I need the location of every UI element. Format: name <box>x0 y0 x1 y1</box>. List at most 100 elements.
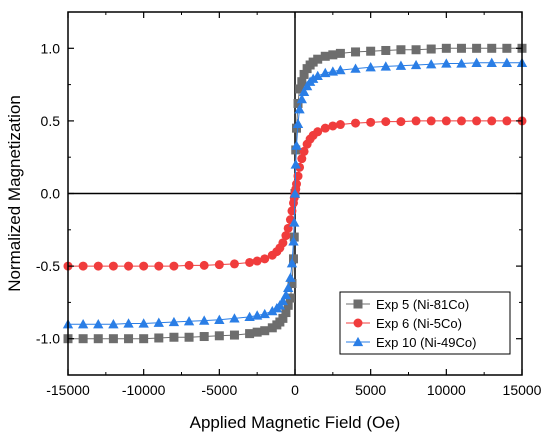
data-point <box>320 51 330 61</box>
data-point <box>251 310 263 320</box>
data-point <box>229 259 239 269</box>
data-point <box>291 140 302 150</box>
data-point <box>285 293 295 303</box>
tick-labels: -15000 -10000 -5000 0 5000 10000 15000 -1.0 -0.5… <box>36 40 542 398</box>
data-point <box>365 62 376 72</box>
data-point <box>252 256 262 266</box>
data-point <box>426 44 436 54</box>
data-point <box>153 317 164 327</box>
data-point <box>351 47 361 57</box>
data-point <box>351 118 361 128</box>
data-point <box>169 261 179 271</box>
ticks <box>67 11 523 376</box>
data-point <box>487 43 497 53</box>
data-point <box>285 272 296 282</box>
data-point <box>287 206 297 216</box>
data-point <box>472 116 482 126</box>
data-point <box>169 332 179 342</box>
data-point <box>328 121 338 131</box>
data-point <box>184 260 194 270</box>
data-point <box>278 313 288 323</box>
data-point <box>299 146 309 156</box>
data-point <box>245 329 255 339</box>
y-tick-label: 0.5 <box>41 113 61 129</box>
data-point <box>293 98 303 108</box>
data-point <box>291 145 301 155</box>
data-point <box>297 154 307 164</box>
data-point <box>259 308 270 319</box>
data-point <box>456 116 466 126</box>
data-point <box>335 120 345 130</box>
data-point <box>229 313 240 323</box>
data-point <box>312 70 323 81</box>
data-point <box>252 327 262 337</box>
data-point <box>286 258 298 268</box>
data-point <box>410 59 422 70</box>
data-point <box>320 123 330 133</box>
x-tick-label: -10000 <box>122 382 166 398</box>
data-point <box>154 261 164 271</box>
x-tick-label: 10000 <box>427 382 466 398</box>
data-point <box>283 300 293 310</box>
data-point <box>154 333 164 343</box>
data-point <box>296 93 307 104</box>
data-point <box>395 60 407 70</box>
x-tick-label: 5000 <box>355 382 386 398</box>
data-point <box>78 334 88 344</box>
data-point <box>260 254 270 264</box>
data-point <box>502 116 512 126</box>
data-point <box>283 282 294 293</box>
data-point <box>124 261 134 271</box>
data-point <box>292 118 304 128</box>
data-point <box>299 69 309 79</box>
data-point <box>297 77 307 87</box>
data-point <box>184 332 194 342</box>
y-tick-label: -0.5 <box>36 258 60 274</box>
data-point <box>289 188 301 198</box>
data-point <box>199 260 209 270</box>
data-point <box>229 330 239 340</box>
data-point <box>441 43 451 53</box>
data-point <box>289 217 300 227</box>
x-tick-label: 15000 <box>503 382 542 398</box>
legend-entry: Exp 6 (Ni-5Co) <box>376 316 462 331</box>
data-point <box>93 334 103 344</box>
data-point <box>366 117 376 127</box>
y-tick-label: 0.0 <box>41 186 61 202</box>
data-point <box>307 73 319 83</box>
data-point <box>289 232 299 242</box>
y-tick-label: -1.0 <box>36 331 60 347</box>
data-point <box>335 64 346 75</box>
data-point <box>487 116 497 126</box>
x-axis-title: Applied Magnetic Field (Oe) <box>190 413 401 432</box>
legend-entry: Exp 10 (Ni-49Co) <box>376 335 476 350</box>
data-point <box>396 45 406 55</box>
data-point <box>396 117 406 127</box>
data-point <box>328 50 338 60</box>
data-point <box>281 231 291 241</box>
data-point <box>381 117 391 127</box>
data-point <box>78 261 88 271</box>
data-point <box>93 261 103 271</box>
data-point <box>381 45 391 55</box>
data-point <box>471 57 482 67</box>
y-axis-title: Normalized Magnetization <box>5 95 24 292</box>
data-point <box>267 323 277 333</box>
data-point <box>278 238 288 248</box>
data-point <box>441 116 451 126</box>
data-point <box>320 67 331 78</box>
data-point <box>335 48 345 58</box>
data-point <box>456 43 466 53</box>
data-point <box>313 54 323 64</box>
data-point <box>288 254 298 264</box>
x-tick-label: -15000 <box>46 382 90 398</box>
legend: Exp 5 (Ni-81Co) Exp 6 (Ni-5Co) Exp 10 (Ni-… <box>339 291 511 355</box>
data-point <box>267 305 278 316</box>
data-point <box>501 57 513 67</box>
data-point <box>411 45 421 55</box>
legend-marker <box>353 318 363 328</box>
data-point <box>168 316 180 327</box>
data-point <box>293 171 303 181</box>
data-point <box>313 127 323 137</box>
